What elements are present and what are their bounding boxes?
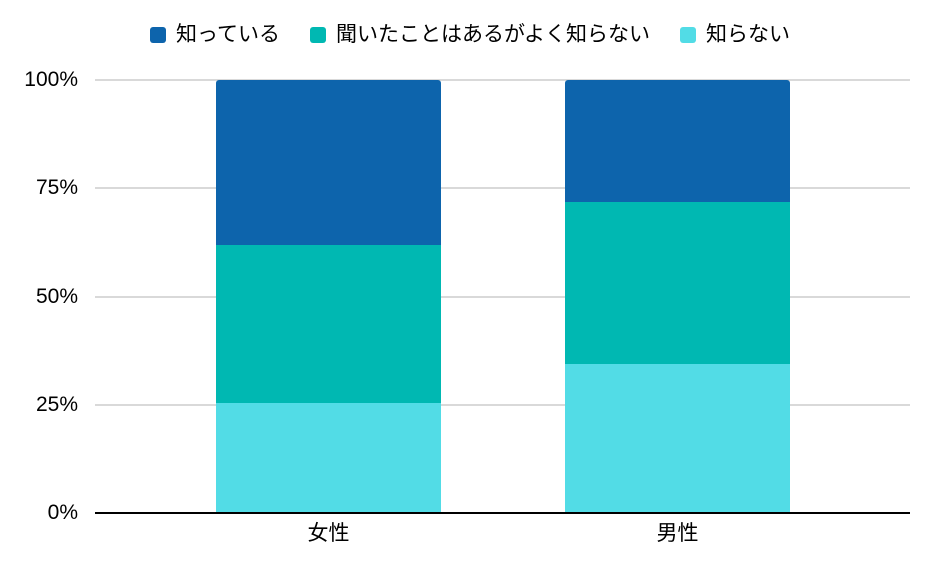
x-axis-category-label: 女性 bbox=[307, 522, 350, 545]
legend-swatch-icon bbox=[310, 26, 326, 43]
legend-swatch-icon bbox=[150, 26, 167, 43]
legend-label: 知らない bbox=[705, 23, 790, 46]
gridline-75% bbox=[95, 187, 910, 190]
legend-item-2: 知らない bbox=[679, 23, 790, 46]
legend-label: 知っている bbox=[176, 23, 280, 46]
x-axis-category-label: 男性 bbox=[656, 522, 699, 545]
legend-item-0: 知っている bbox=[150, 24, 280, 45]
gridline-25% bbox=[95, 403, 910, 406]
y-axis-tick-label: 50% bbox=[35, 284, 78, 308]
legend-item-1: 聞いたことはあるがよく知らない bbox=[310, 24, 650, 45]
bar-segment-女性-知らない bbox=[216, 402, 441, 513]
gridline-100% bbox=[95, 79, 910, 81]
y-axis-tick-label: 100% bbox=[24, 68, 78, 91]
gridline-50% bbox=[95, 295, 910, 298]
bar-segment-男性-知らない bbox=[565, 363, 790, 513]
bar-segment-男性-聞いたことはあるがよく知らない bbox=[565, 202, 790, 364]
y-axis-tick-label: 0% bbox=[47, 501, 78, 524]
legend-swatch-icon bbox=[679, 26, 696, 43]
bar-segment-女性-聞いたことはあるがよく知らない bbox=[216, 244, 441, 403]
bar-segment-男性-知っている bbox=[565, 80, 790, 203]
bar-segment-女性-知っている bbox=[216, 80, 441, 245]
y-axis-tick-label: 75% bbox=[35, 176, 78, 200]
y-axis-tick-label: 25% bbox=[35, 392, 78, 416]
legend-label: 聞いたことはあるがよく知らない bbox=[336, 23, 650, 46]
chart-legend: 知っている 聞いたことはあるがよく知らない 知らない bbox=[0, 24, 940, 45]
x-axis-line bbox=[95, 512, 910, 514]
